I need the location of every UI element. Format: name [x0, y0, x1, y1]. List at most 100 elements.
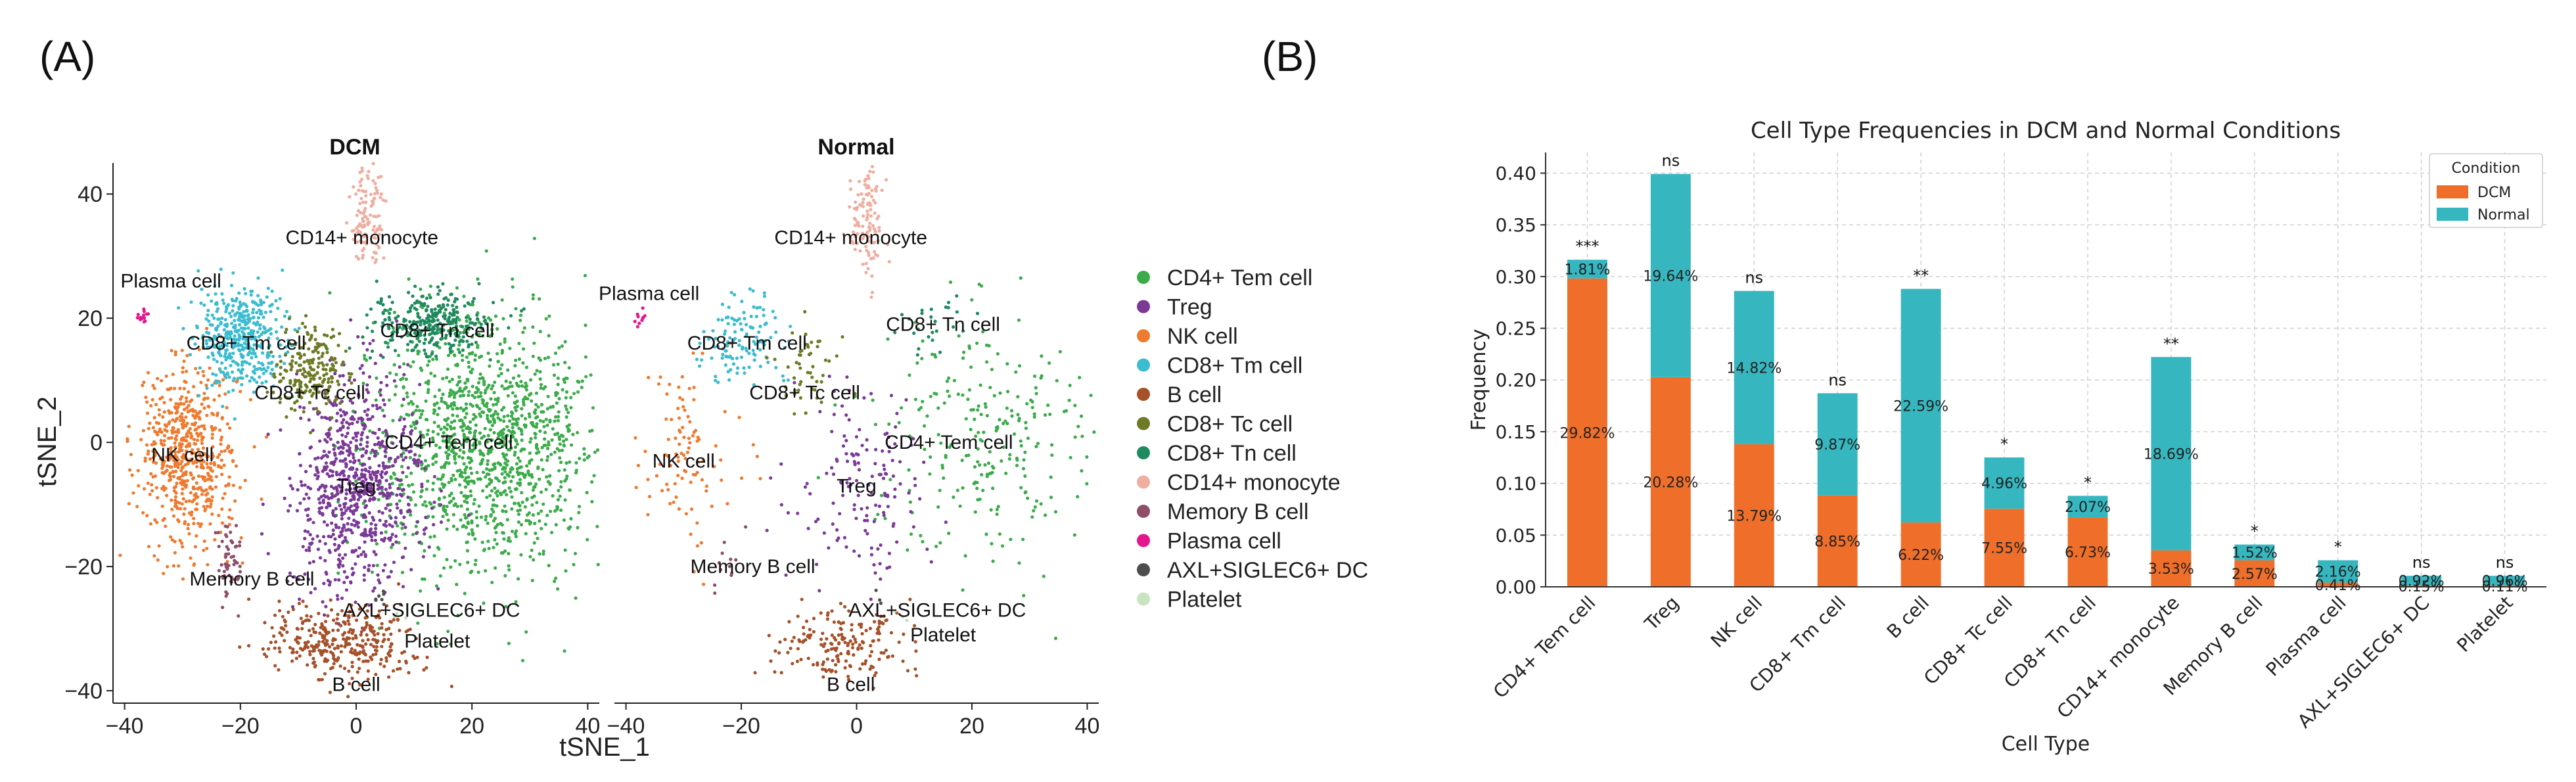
scatter-point — [364, 477, 368, 482]
scatter-point — [881, 449, 885, 453]
scatter-point — [710, 356, 714, 360]
scatter-point — [386, 491, 390, 495]
scatter-point — [316, 409, 320, 413]
scatter-point — [527, 511, 532, 515]
scatter-point — [331, 470, 334, 474]
scatter-point — [544, 417, 548, 421]
scatter-point — [535, 501, 539, 505]
scatter-point — [415, 459, 419, 463]
scatter-point — [182, 472, 186, 476]
scatter-point — [318, 501, 322, 505]
scatter-point — [442, 484, 446, 488]
scatter-point — [1032, 412, 1036, 416]
scatter-point — [402, 417, 406, 421]
scatter-point — [572, 563, 576, 566]
scatter-point — [522, 400, 526, 404]
scatter-point — [361, 212, 365, 216]
scatter-point — [571, 432, 575, 436]
scatter-point — [488, 409, 492, 413]
scatter-point — [689, 507, 694, 511]
scatter-point — [224, 376, 228, 380]
scatter-point — [520, 472, 524, 476]
scatter-point — [331, 532, 335, 536]
scatter-point — [466, 482, 470, 486]
scatter-point — [383, 454, 388, 459]
scatter-point — [198, 409, 202, 413]
scatter-point — [790, 639, 794, 643]
scatter-point — [375, 376, 379, 380]
scatter-point — [172, 474, 175, 478]
scatter-point — [258, 375, 262, 379]
scatter-point — [537, 356, 541, 360]
scatter-point — [434, 357, 439, 361]
scatter-point — [670, 417, 674, 421]
scatter-point — [816, 517, 820, 521]
scatter-point — [325, 417, 329, 421]
scatter-point — [290, 605, 294, 609]
scatter-point — [203, 478, 207, 483]
scatter-point — [175, 434, 179, 438]
scatter-point — [317, 356, 321, 360]
scatter-point — [340, 485, 344, 489]
scatter-point — [463, 327, 467, 332]
scatter-point — [181, 487, 185, 491]
scatter-point — [200, 465, 204, 469]
scatter-point — [467, 365, 471, 369]
scatter-point — [228, 508, 232, 512]
scatter-point — [495, 352, 499, 356]
scatter-point — [339, 489, 344, 493]
scatter-point — [486, 351, 490, 356]
scatter-point — [402, 451, 405, 455]
scatter-point — [321, 363, 325, 367]
scatter-point — [350, 660, 354, 664]
scatter-point — [862, 641, 865, 645]
scatter-point — [426, 388, 430, 392]
scatter-point — [1092, 430, 1096, 434]
scatter-point — [560, 433, 564, 438]
scatter-point — [308, 464, 312, 468]
scatter-point — [352, 482, 356, 486]
scatter-point — [389, 476, 393, 480]
scatter-point — [451, 413, 455, 417]
scatter-point — [514, 307, 518, 311]
scatter-point — [187, 499, 191, 503]
scatter-point — [532, 237, 537, 241]
scatter-point — [490, 438, 494, 442]
scatter-point — [508, 470, 512, 474]
scatter-point — [1005, 406, 1009, 410]
scatter-point — [735, 319, 739, 323]
scatter-point — [538, 377, 542, 381]
scatter-point — [356, 643, 359, 647]
scatter-point — [327, 583, 331, 587]
scatter-point — [967, 453, 971, 457]
scatter-point — [396, 455, 400, 459]
scatter-point — [199, 522, 203, 526]
scatter-point — [331, 642, 334, 647]
scatter-point — [492, 390, 496, 395]
scatter-point — [338, 559, 342, 563]
scatter-point — [465, 507, 470, 511]
scatter-point — [181, 465, 185, 469]
scatter-point — [329, 367, 333, 371]
scatter-point — [152, 415, 156, 420]
scatter-point — [714, 375, 718, 379]
scatter-point — [832, 413, 836, 417]
scatter-point — [332, 656, 336, 660]
scatter-point — [574, 471, 578, 475]
scatter-point — [574, 596, 578, 600]
scatter-point — [463, 516, 468, 520]
scatter-point — [352, 417, 356, 421]
scatter-point — [377, 497, 380, 502]
scatter-point — [439, 427, 443, 431]
scatter-point — [455, 407, 460, 411]
scatter-point — [535, 422, 539, 426]
scatter-point — [411, 360, 415, 364]
scatter-point — [453, 432, 457, 436]
scatter-point — [304, 470, 308, 474]
scatter-point — [361, 371, 365, 375]
scatter-point — [375, 645, 379, 649]
scatter-point — [423, 467, 427, 471]
scatter-point — [365, 435, 369, 440]
scatter-point — [274, 640, 278, 644]
scatter-point — [323, 630, 327, 633]
